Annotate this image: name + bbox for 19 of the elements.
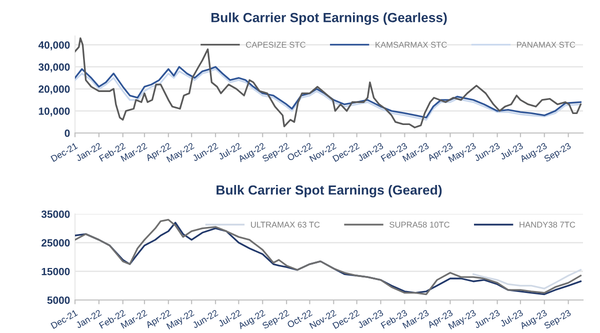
y-tick-label: 25000 [42, 239, 70, 247]
legend-label: SUPRA58 10TC [390, 222, 450, 228]
legend-label: PANAMAX STC [517, 42, 576, 48]
y-tick-label: 10,000 [38, 107, 70, 116]
y-tick-label: 40,000 [38, 41, 70, 50]
chart-title: Bulk Carrier Spot Earnings (Geared) [216, 184, 442, 198]
legend-label: ULTRAMAX 63 TC [251, 222, 320, 228]
y-tick-label: 35000 [41, 210, 70, 218]
legend-label: KAMSARMAX STC [376, 42, 447, 48]
y-tick-label: 15000 [42, 268, 70, 276]
y-tick-label: 5000 [47, 296, 70, 304]
y-tick-label: 20,000 [38, 85, 70, 94]
legend-label: HANDY38 7TC [520, 222, 576, 228]
y-tick-label: 0 [64, 130, 70, 137]
y-tick-label: 30,000 [38, 63, 70, 72]
legend-label: CAPESIZE STC [246, 42, 306, 48]
chart-title: Bulk Carrier Spot Earnings (Gearless) [211, 12, 447, 25]
line-series [472, 269, 582, 290]
line-series [75, 37, 582, 128]
